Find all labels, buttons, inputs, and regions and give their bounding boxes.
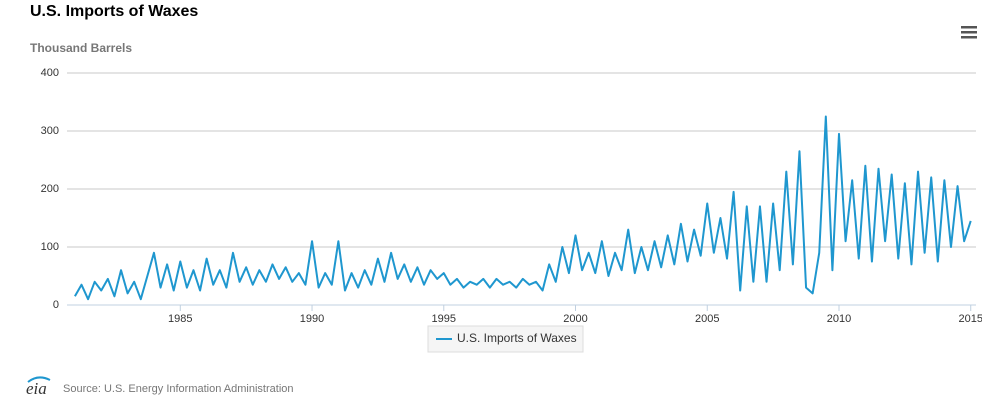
x-tick-label: 2005 — [695, 313, 719, 325]
legend-label: U.S. Imports of Waxes — [457, 331, 577, 345]
legend-box — [427, 325, 584, 353]
menu-bar — [961, 26, 977, 29]
x-tick-label: 1985 — [168, 313, 192, 325]
y-tick-label: 400 — [41, 67, 59, 79]
y-tick-label: 0 — [53, 299, 59, 311]
chart-title: U.S. Imports of Waxes — [30, 3, 198, 20]
x-tick-label: 2010 — [827, 313, 851, 325]
x-tick-label: 2015 — [958, 313, 982, 325]
y-tick-label: 300 — [41, 125, 59, 137]
data-line — [74, 115, 972, 301]
y-axis-label: Thousand Barrels — [30, 41, 132, 55]
eia-logo-arc — [27, 376, 51, 383]
menu-bar — [961, 31, 977, 34]
x-tick-label: 1990 — [300, 313, 324, 325]
y-tick-label: 200 — [41, 183, 59, 195]
legend[interactable]: U.S. Imports of Waxes — [427, 325, 584, 353]
source: Source: U.S. Energy Information Administ… — [63, 383, 294, 395]
y-tick-label: 100 — [41, 241, 59, 253]
eia-logo: eia — [26, 379, 47, 398]
menu-bar — [961, 36, 977, 39]
x-tick-label: 1995 — [432, 313, 456, 325]
menu-icon[interactable] — [961, 26, 977, 39]
x-tick-label: 2000 — [563, 313, 587, 325]
